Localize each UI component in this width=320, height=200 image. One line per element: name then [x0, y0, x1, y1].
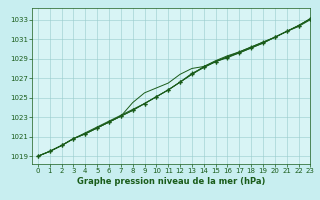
- X-axis label: Graphe pression niveau de la mer (hPa): Graphe pression niveau de la mer (hPa): [77, 177, 265, 186]
